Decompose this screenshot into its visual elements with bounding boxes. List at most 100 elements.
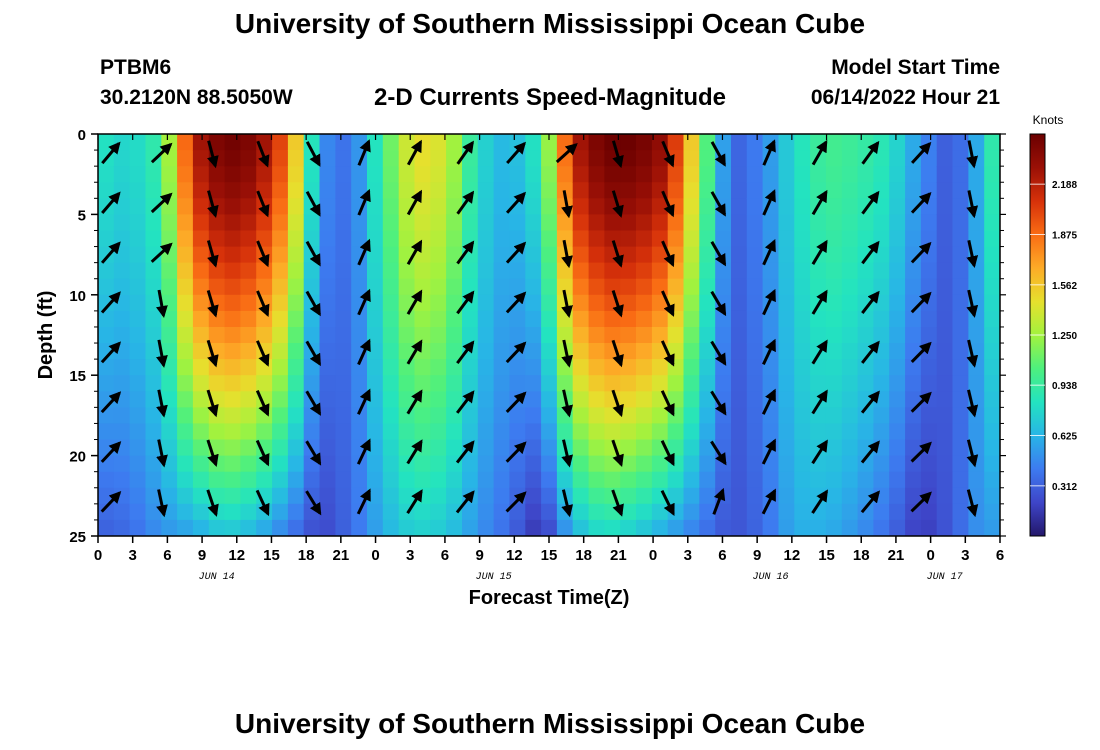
heatmap-cell (841, 487, 859, 505)
current-arrow (206, 439, 219, 467)
heatmap-cell (683, 214, 700, 232)
heatmap-cell (699, 423, 716, 441)
heatmap-cell (477, 310, 495, 328)
heatmap-cell (382, 246, 400, 264)
heatmap-cell (224, 134, 241, 151)
heatmap-cell (984, 278, 1000, 296)
heatmap-cell (319, 503, 336, 521)
heatmap-cell (667, 214, 685, 232)
heatmap-cell (984, 407, 1000, 425)
heatmap-cell (841, 407, 859, 425)
heatmap-cell (636, 487, 653, 505)
current-arrow (100, 491, 122, 513)
heatmap-cell (731, 359, 748, 376)
heatmap-cell (382, 262, 400, 280)
heatmap-cell (224, 503, 241, 521)
heatmap-cell (762, 471, 779, 489)
current-arrow (256, 290, 270, 318)
heatmap-cell (224, 198, 241, 215)
heatmap-cell (920, 375, 938, 392)
heatmap-cell (192, 407, 210, 425)
x-tick-label: 15 (263, 547, 280, 564)
heatmap-cell (335, 519, 352, 536)
heatmap-cell (667, 375, 685, 392)
heatmap-cell (825, 487, 843, 505)
heatmap-cell (810, 327, 827, 344)
heatmap-cell (699, 503, 716, 521)
heatmap-cell (240, 310, 257, 328)
heatmap-cell (177, 278, 194, 296)
heatmap-cell (509, 471, 526, 489)
heatmap-cell (367, 327, 384, 344)
heatmap-cell (287, 407, 305, 425)
heatmap-cell (968, 230, 985, 248)
current-arrow (357, 238, 371, 266)
date-label: JUN 15 (476, 572, 512, 583)
heatmap-cell (762, 150, 779, 167)
heatmap-cell (794, 182, 811, 199)
heatmap-cell (414, 471, 431, 489)
heatmap-cell (699, 327, 716, 344)
heatmap-cell (825, 262, 843, 280)
current-arrow (505, 391, 527, 413)
current-arrow (505, 441, 527, 463)
heatmap-cell (335, 134, 352, 151)
current-arrow (611, 290, 624, 318)
heatmap-cell (414, 166, 431, 183)
heatmap-cell (762, 407, 779, 425)
heatmap-cell (841, 166, 859, 183)
heatmap-cell (636, 343, 653, 360)
heatmap-cell (651, 278, 669, 296)
current-arrow (910, 491, 932, 513)
heatmap-cell (192, 503, 210, 521)
heatmap-cell (414, 423, 431, 441)
heatmap-cell (572, 134, 590, 151)
heatmap-cell (98, 246, 115, 264)
heatmap-cell (287, 262, 305, 280)
heatmap-cell (541, 423, 558, 441)
heatmap-cell (699, 198, 716, 215)
heatmap-cell (240, 359, 257, 376)
x-tick-label: 6 (718, 547, 726, 564)
heatmap-cell (651, 327, 669, 344)
current-arrow (100, 441, 122, 463)
heatmap-cell (825, 327, 843, 344)
heatmap-cell (588, 327, 605, 344)
heatmap-cell (177, 214, 194, 232)
heatmap-cell (224, 375, 241, 392)
heatmap-cell (556, 166, 574, 183)
current-arrow (357, 288, 371, 316)
current-arrow (305, 240, 321, 267)
heatmap-cell (905, 278, 922, 296)
heatmap-cell (398, 327, 416, 344)
heatmap-cell (794, 359, 811, 376)
current-arrow (762, 239, 776, 266)
heatmap-cell (699, 262, 716, 280)
heatmap-cell (414, 230, 431, 248)
heatmap-cell (572, 166, 590, 183)
heatmap-cell (493, 278, 510, 296)
heatmap-cell (873, 134, 890, 151)
heatmap-cell (477, 519, 495, 536)
heatmap-cell (509, 503, 526, 521)
heatmap-cell (651, 407, 669, 425)
heatmap-cell (414, 262, 431, 280)
current-arrow (661, 140, 675, 168)
heatmap-cell (208, 503, 226, 521)
heatmap-cell (303, 262, 321, 280)
heatmap-cell (683, 519, 700, 536)
heatmap-cell (572, 503, 590, 521)
heatmap-cell (509, 407, 526, 425)
current-arrow (406, 139, 423, 166)
heatmap-cell (604, 278, 621, 296)
heatmap-cell (746, 359, 764, 376)
heatmap-cell (430, 166, 447, 183)
current-arrow (660, 489, 675, 517)
current-arrow (712, 487, 726, 515)
heatmap-cell (667, 327, 685, 344)
heatmap-cell (636, 455, 653, 473)
heatmap-cell (889, 375, 906, 392)
heatmap-cell (841, 455, 859, 473)
x-tick-label: 9 (475, 547, 483, 564)
heatmap-cell (367, 182, 384, 199)
